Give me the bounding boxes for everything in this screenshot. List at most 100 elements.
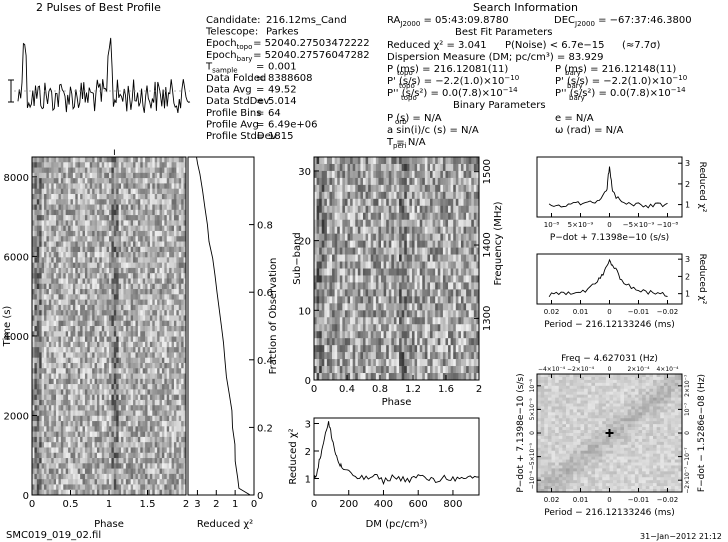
heatmap-cell [72, 352, 76, 358]
heatmap-cell [56, 473, 59, 480]
heatmap-cell [164, 442, 168, 448]
heatmap-cell [80, 236, 83, 242]
heatmap-cell [161, 304, 165, 311]
heatmap-cell [63, 389, 66, 395]
heatmap-cell [63, 341, 66, 348]
heatmap-cell [36, 204, 40, 211]
heatmap-cell [140, 162, 143, 168]
heatmap-cell [68, 410, 71, 417]
heatmap-cell [53, 178, 57, 184]
heatmap-cell [154, 426, 158, 432]
heatmap-cell [154, 183, 158, 189]
heatmap-cell [106, 183, 110, 189]
heatmap-cell [48, 157, 52, 163]
heatmap-cell [72, 362, 76, 369]
heatmap-cell [476, 212, 480, 221]
heatmap-cell [104, 384, 107, 390]
heatmap-cell [334, 240, 338, 248]
heatmap-cell [125, 220, 129, 226]
heatmap-cell [82, 368, 86, 374]
heatmap-cell [48, 405, 52, 411]
heatmap-cell [476, 191, 480, 200]
heatmap-cell [424, 233, 428, 241]
heatmap-cell [92, 331, 95, 337]
heatmap-cell [164, 283, 168, 290]
heatmap-cell [466, 226, 469, 234]
heatmap-cell [378, 157, 382, 165]
heatmap-cell [116, 172, 119, 179]
heatmap-cell [145, 436, 148, 443]
heatmap-cell [332, 219, 335, 227]
heatmap-cell [133, 415, 136, 422]
heatmap-cell [473, 163, 477, 172]
heatmap-cell [32, 209, 35, 216]
x-axis-label: Phase [94, 519, 124, 530]
heatmap-cell [65, 399, 69, 406]
heatmap-cell [77, 442, 81, 448]
heatmap-cell [113, 458, 117, 464]
heatmap-cell [149, 199, 153, 205]
heatmap-cell [161, 199, 165, 205]
heatmap-cell [157, 310, 160, 316]
heatmap-cell [344, 184, 348, 193]
heatmap-cell [70, 357, 74, 364]
heatmap-cell [128, 225, 131, 232]
heatmap-cell [399, 191, 402, 200]
heatmap-cell [51, 157, 54, 163]
heatmap-cell [453, 157, 457, 165]
heatmap-cell [350, 219, 353, 227]
heatmap-cell [476, 177, 480, 186]
heatmap-cell [53, 442, 57, 448]
heatmap-cell [123, 188, 127, 195]
heatmap-cell [41, 262, 45, 269]
heatmap-cell [370, 191, 374, 200]
heatmap-cell [116, 415, 119, 422]
heatmap-cell [123, 442, 127, 448]
heatmap-cell [56, 431, 59, 438]
heatmap-cell [94, 162, 98, 168]
heatmap-cell [113, 236, 117, 242]
heatmap-cell [101, 384, 105, 390]
heatmap-cell [111, 436, 115, 443]
heatmap-cell [176, 289, 180, 295]
heatmap-cell [137, 405, 141, 411]
heatmap-cell [176, 452, 180, 459]
ra-label: RA [387, 15, 401, 26]
heatmap-cell [125, 399, 129, 406]
heatmap-cell [332, 170, 335, 179]
heatmap-cell [166, 336, 170, 343]
heatmap-cell [106, 230, 110, 237]
heatmap-cell [125, 283, 129, 290]
heatmap-cell [419, 163, 423, 172]
heatmap-cell [171, 315, 175, 322]
heatmap-cell [135, 326, 139, 332]
heatmap-cell [152, 463, 156, 469]
heatmap-cell [106, 178, 110, 184]
heatmap-cell [161, 341, 165, 348]
heatmap-cell [48, 246, 52, 253]
heatmap-cell [87, 246, 91, 253]
heatmap-cell [164, 373, 168, 380]
heatmap-cell [101, 426, 105, 432]
heatmap-cell [440, 219, 444, 227]
heatmap-cell [80, 183, 83, 189]
heatmap-cell [316, 205, 320, 214]
heatmap-cell [87, 204, 91, 211]
heatmap-cell [68, 215, 71, 221]
heatmap-cell [344, 219, 348, 227]
heatmap-cell [89, 362, 93, 369]
heatmap-cell [178, 304, 182, 311]
heatmap-cell [65, 426, 69, 432]
heatmap-cell [87, 199, 91, 205]
heatmap-cell [442, 212, 446, 221]
heatmap-cell [68, 304, 71, 311]
heatmap-cell [92, 436, 95, 443]
heatmap-cell [154, 410, 158, 417]
heatmap-cell [171, 368, 175, 374]
heatmap-cell [80, 341, 83, 348]
heatmap-cell [32, 289, 35, 295]
heatmap-cell [458, 163, 462, 172]
heatmap-cell [164, 278, 168, 285]
heatmap-cell [391, 157, 395, 165]
heatmap-cell [82, 394, 86, 401]
